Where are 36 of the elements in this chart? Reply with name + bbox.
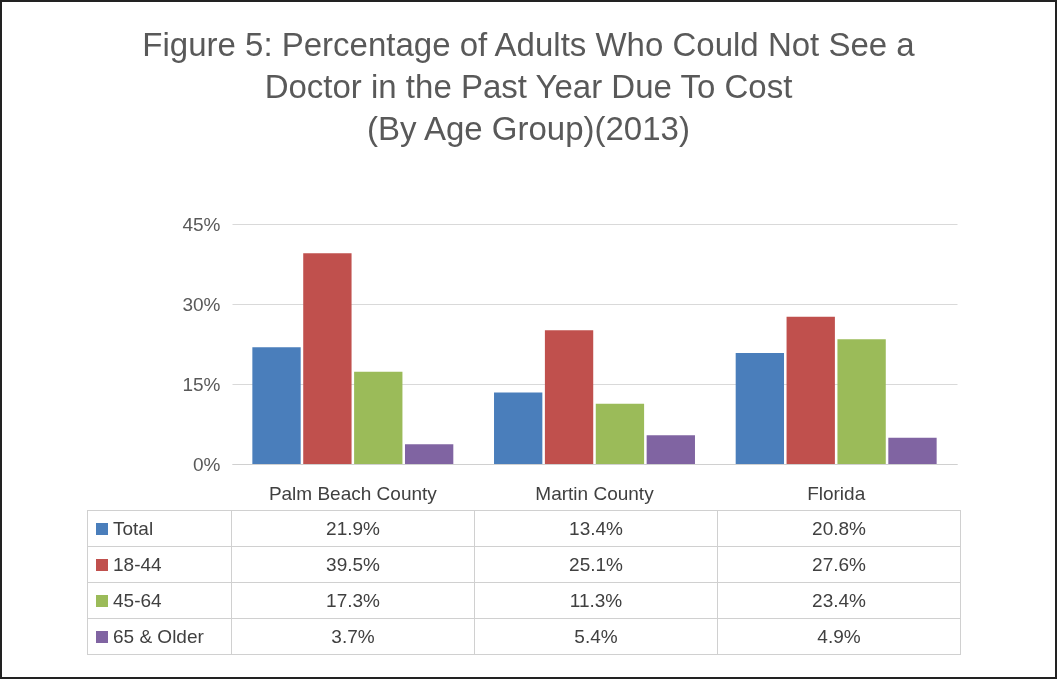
- bar: [837, 339, 886, 464]
- data-label: 11.3%: [474, 582, 718, 619]
- bar: [303, 253, 352, 464]
- data-label: 23.4%: [717, 582, 961, 619]
- y-tick-label: 45%: [182, 213, 221, 235]
- bar: [888, 437, 937, 464]
- x-tick-label: Martin County: [535, 482, 655, 504]
- legend-label: 45-64: [87, 582, 232, 619]
- legend-label: Total: [87, 510, 232, 547]
- y-tick-label: 15%: [182, 373, 221, 395]
- bar: [735, 353, 785, 464]
- legend-label: 18-44: [87, 546, 232, 583]
- data-label: 4.9%: [717, 618, 961, 655]
- data-label: 39.5%: [231, 546, 475, 583]
- bar: [595, 403, 645, 464]
- data-label: 13.4%: [474, 510, 718, 547]
- x-tick-label: Florida: [807, 482, 866, 504]
- bar: [404, 444, 454, 464]
- data-label: 5.4%: [474, 618, 718, 655]
- data-label: 20.8%: [717, 510, 961, 547]
- bar: [646, 435, 695, 464]
- bar: [252, 347, 301, 464]
- bar: [494, 392, 543, 464]
- bar: [354, 371, 403, 464]
- data-label: 17.3%: [231, 582, 475, 619]
- bar: [544, 330, 594, 464]
- legend-label: 65 & Older: [87, 618, 232, 655]
- data-label: 25.1%: [474, 546, 718, 583]
- data-label: 27.6%: [717, 546, 961, 583]
- y-tick-label: 0%: [193, 453, 221, 475]
- chart-title: Figure 5: Percentage of Adults Who Could Not See a Doctor in the Past Year Due To Cost (By Age Group)(2013): [141, 25, 916, 149]
- bar: [786, 316, 835, 464]
- x-tick-label: Palm Beach County: [268, 482, 438, 504]
- data-label: 3.7%: [231, 618, 475, 655]
- data-label: 21.9%: [231, 510, 475, 547]
- y-tick-label: 30%: [182, 293, 221, 315]
